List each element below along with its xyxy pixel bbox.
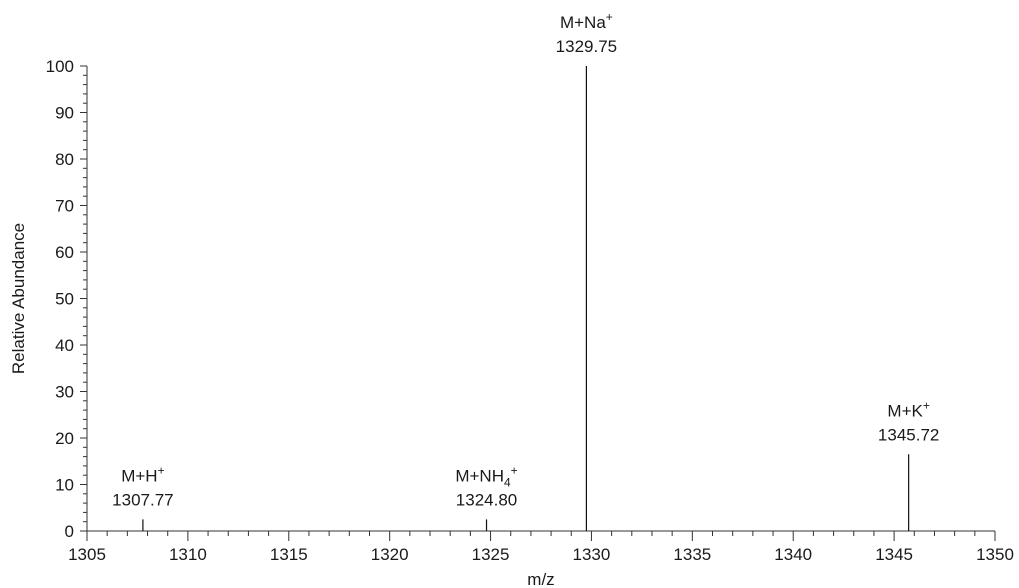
y-tick-label: 0 [65,522,74,541]
x-tick-label: 1340 [774,545,812,564]
y-tick-label: 50 [55,290,74,309]
y-tick-label: 70 [55,197,74,216]
x-tick-label: 1305 [68,545,106,564]
x-tick-label: 1350 [976,545,1014,564]
peak-mz-label: 1345.72 [878,425,939,444]
peak-ion-label: M+Na+ [560,10,613,32]
x-tick-label: 1315 [270,545,308,564]
x-tick-label: 1325 [472,545,510,564]
x-tick-label: 1345 [875,545,913,564]
peak-mz-label: 1307.77 [112,490,173,509]
x-tick-label: 1330 [573,545,611,564]
x-axis-ticks: 1305 1310 1315 1320 1325 1330 1335 1340 1345 1350 [68,531,1014,564]
x-tick-label: 1310 [169,545,207,564]
peak-ion-label: M+NH4+ [455,463,517,489]
y-tick-label: 20 [55,429,74,448]
y-axis-ticks: 0 10 20 30 40 50 60 70 80 90 100 [46,57,87,541]
x-tick-label: 1335 [673,545,711,564]
peak-ion-label: M+K+ [887,398,929,420]
peak-ion-label: M+H+ [121,463,164,485]
peak-mz-label: 1329.75 [556,37,617,56]
y-tick-label: 100 [46,57,74,76]
y-tick-label: 40 [55,336,74,355]
peak-mz-label: 1324.80 [456,490,517,509]
y-tick-label: 60 [55,243,74,262]
y-axis-label: Relative Abundance [9,223,28,374]
y-tick-label: 10 [55,476,74,495]
y-tick-label: 90 [55,104,74,123]
x-tick-label: 1320 [371,545,409,564]
y-tick-label: 80 [55,150,74,169]
x-axis-label: m/z [527,570,554,588]
y-tick-label: 30 [55,383,74,402]
peaks-layer: 1307.77 M+H+ 1324.80M+NH4+ 1329.75 M+Na+ 1345… [112,10,939,531]
